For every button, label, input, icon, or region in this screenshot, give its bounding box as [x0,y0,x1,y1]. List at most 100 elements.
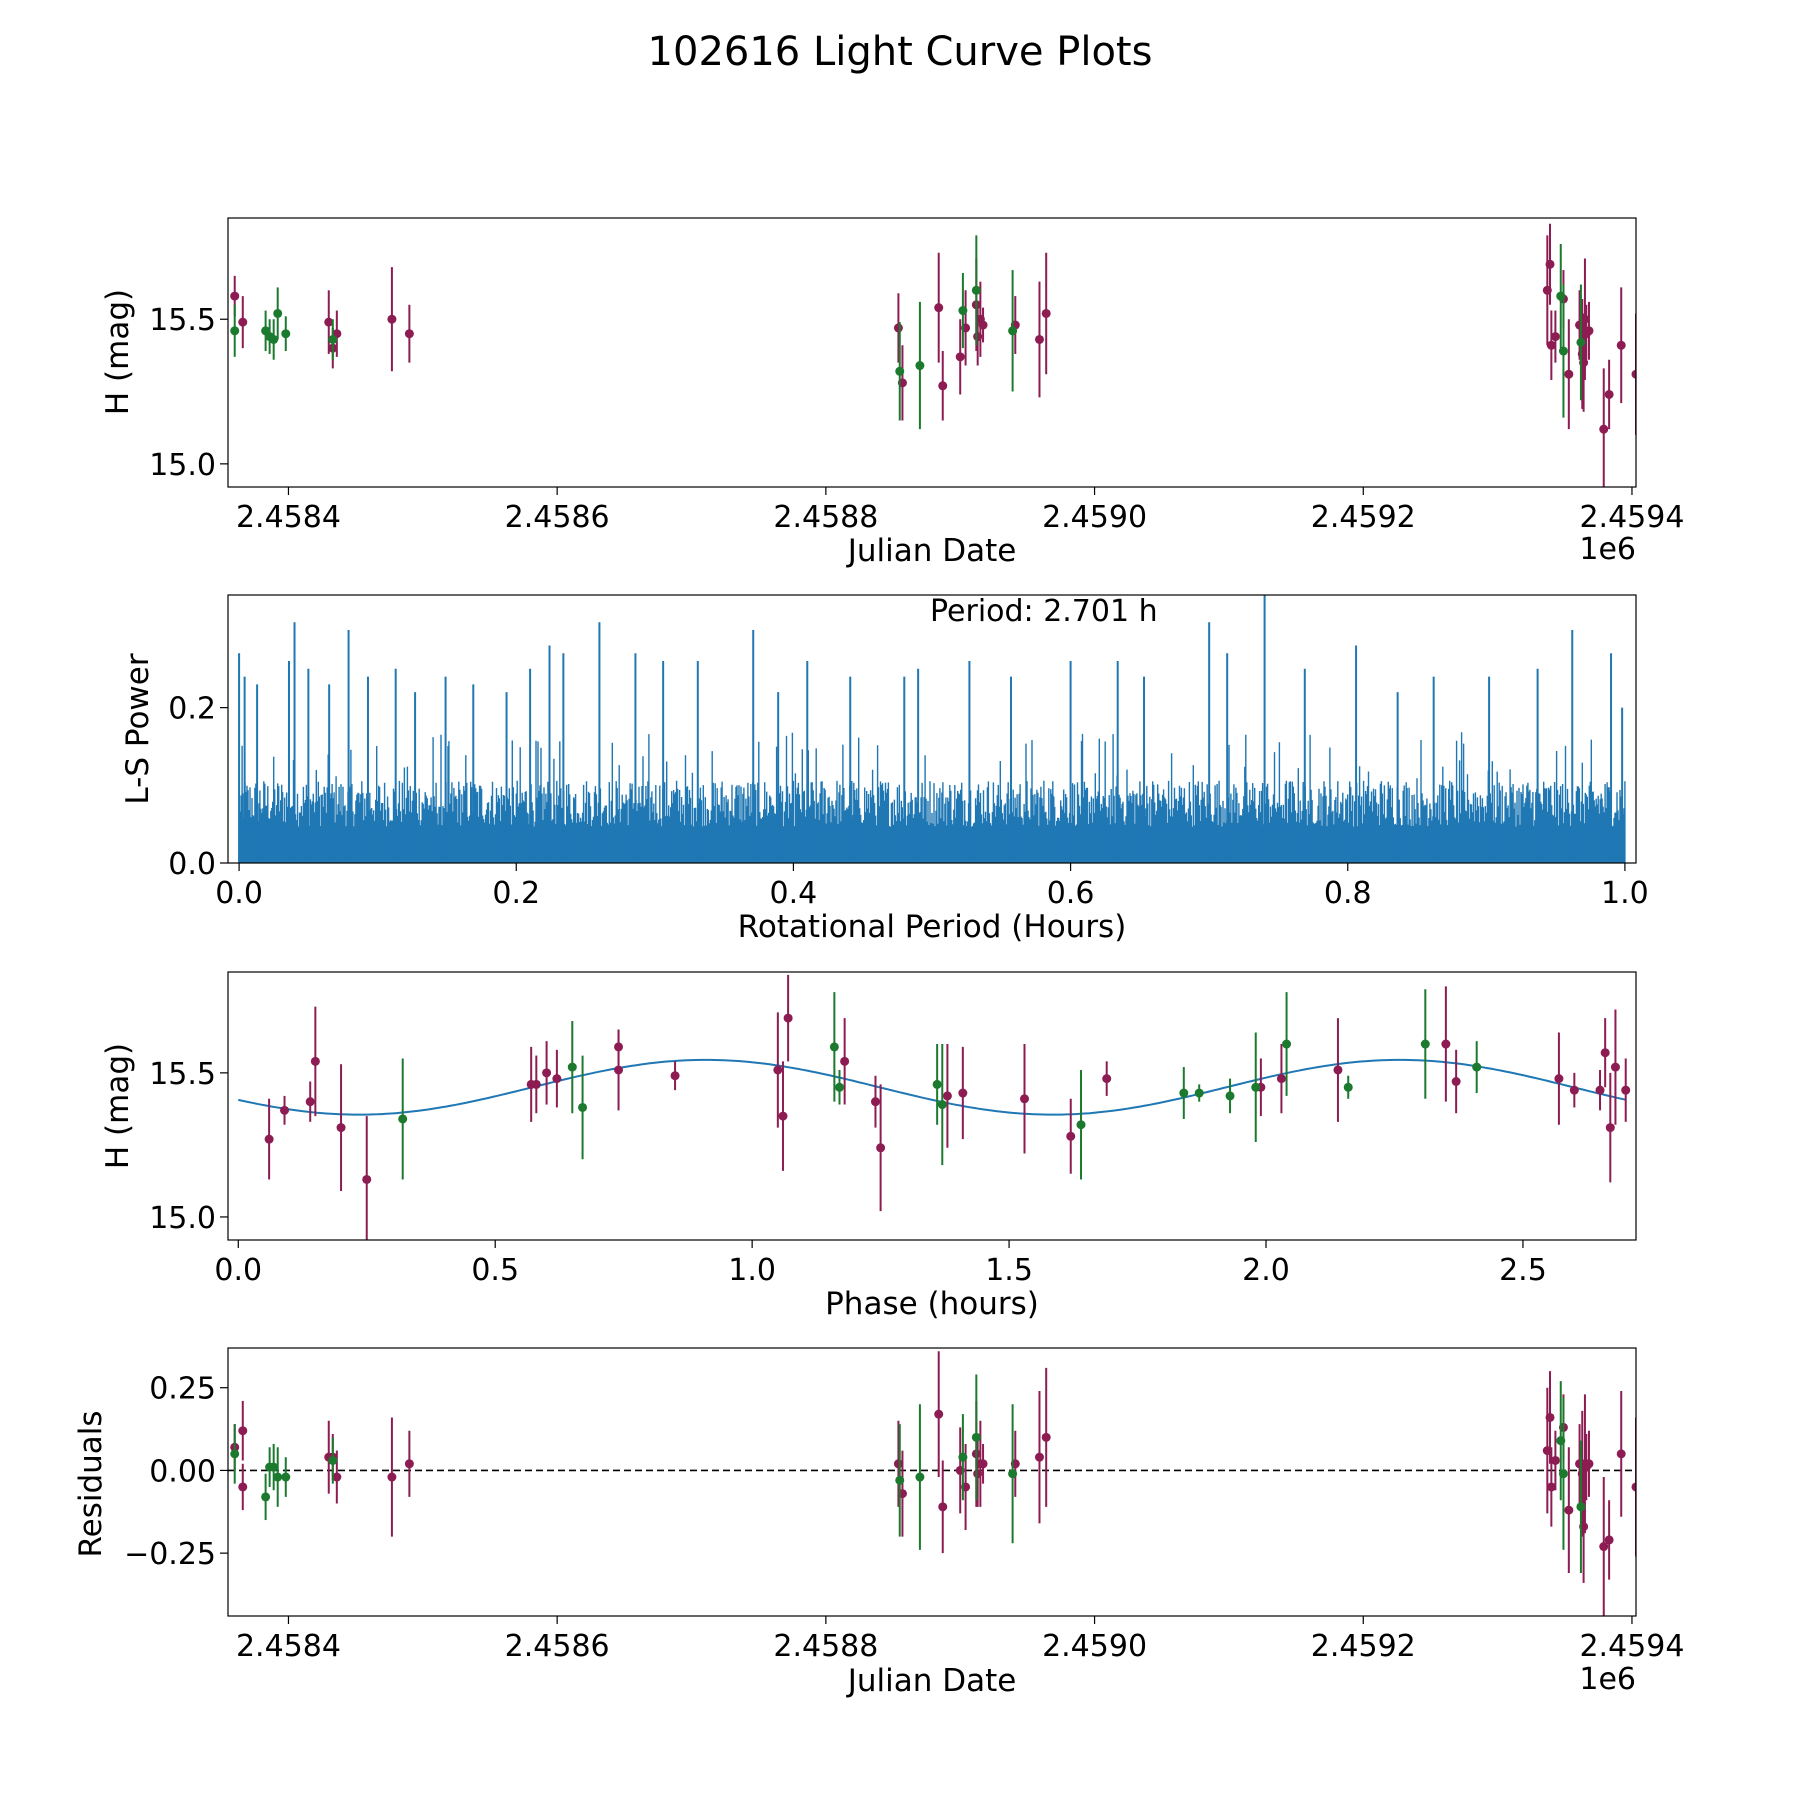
data-point [934,303,944,313]
residuals-plot-area [228,1351,1636,1616]
data-point [1558,346,1568,356]
data-point [1333,1065,1343,1075]
data-point [1194,1088,1204,1098]
data-point [1546,340,1556,350]
residuals-xtick-label: 2.4588 [773,1629,878,1664]
lightcurve-plot-area [230,223,1636,487]
lightcurve-xtick-label: 2.4594 [1579,500,1684,535]
periodogram-xtick-label: 0.4 [770,876,818,911]
data-point [1576,337,1586,347]
data-point [1554,1074,1564,1084]
data-point [230,326,240,336]
lightcurve-ytick-label: 15.0 [149,448,216,483]
data-point [1604,389,1614,399]
data-point [915,1472,925,1482]
data-point [1605,1123,1615,1133]
data-point [1604,1535,1614,1545]
data-point [1251,1082,1261,1092]
data-point [1343,1082,1353,1092]
data-point [1179,1088,1189,1098]
data-point [387,314,397,324]
data-point [1545,1412,1555,1422]
data-point [1066,1131,1076,1141]
data-point [1034,1452,1044,1462]
data-point [1564,1505,1574,1515]
data-point [230,1449,240,1459]
periodogram-xtick-label: 0.2 [492,876,540,911]
periodogram-annotation: Period: 2.701 h [930,594,1158,629]
phased-xtick-label: 2.5 [1499,1253,1547,1288]
lightcurve-xtick-label: 2.4592 [1311,500,1416,535]
data-point [404,329,414,339]
data-point [578,1102,588,1112]
periodogram-xlabel: Rotational Period (Hours) [738,909,1127,945]
data-point [1472,1062,1482,1072]
data-point [1076,1120,1086,1130]
data-point [1019,1094,1029,1104]
data-point [238,317,248,327]
data-point [1441,1039,1451,1049]
data-point [398,1114,408,1124]
data-point [942,1091,952,1101]
data-point [1564,369,1574,379]
data-point [978,1459,988,1469]
data-point [1225,1091,1235,1101]
residuals-xtick-label: 2.4586 [505,1629,610,1664]
residuals-xtick-label: 2.4584 [236,1629,341,1664]
data-point [958,1088,968,1098]
data-point [1621,1085,1631,1095]
residuals-marks [228,1351,1636,1616]
residuals-xtick-label: 2.4592 [1311,1629,1416,1664]
data-point [281,329,291,339]
lightcurve-marks [230,223,1636,487]
data-point [404,1459,414,1469]
residuals-ylabel: Residuals [73,1410,109,1557]
data-point [362,1174,372,1184]
residuals-xlabel: Julian Date [846,1663,1017,1699]
data-point [305,1097,315,1107]
phased-xtick-label: 1.0 [728,1253,776,1288]
lightcurve-x-offset: 1e6 [1579,532,1636,567]
periodogram-base [239,829,1625,863]
lightcurve-xtick-label: 2.4588 [773,500,878,535]
data-point [387,1472,397,1482]
data-point [1595,1085,1605,1095]
lightcurve-xlabel: Julian Date [846,533,1017,569]
data-point [829,1042,839,1052]
data-point [971,285,981,295]
periodogram-xtick-label: 0.8 [1324,876,1372,911]
phased-xtick-label: 2.0 [1242,1253,1290,1288]
data-point [1550,332,1560,342]
phased-xlabel: Phase (hours) [825,1286,1039,1322]
data-point [269,1462,279,1472]
residuals-x-offset: 1e6 [1579,1662,1636,1697]
data-point [1600,1048,1610,1058]
data-point [893,323,903,333]
panel-lightcurve: Julian Date H (mag) 1e6 2.4584 2.4586 2.45… [100,217,1684,569]
data-point [281,1472,291,1482]
phased-xtick-label: 0.0 [214,1253,262,1288]
residuals-ytick-label: −0.25 [124,1537,216,1572]
data-point [938,1502,948,1512]
lightcurve-xtick-label: 2.4584 [236,500,341,535]
lightcurve-ylabel: H (mag) [100,289,136,415]
residuals-xtick-label: 2.4590 [1042,1629,1147,1664]
data-point [932,1079,942,1089]
data-point [978,320,988,330]
fit-curve [238,1058,1627,1116]
data-point [1631,1482,1636,1492]
data-point [778,1111,788,1121]
data-point [336,1123,346,1133]
data-point [1576,1502,1586,1512]
data-point [552,1074,562,1084]
data-point [870,1097,880,1107]
data-point [1102,1074,1112,1084]
periodogram-xtick-label: 0.0 [215,876,263,911]
phased-xtick-label: 0.5 [471,1253,519,1288]
panel-periodogram: Period: 2.701 h Rotational Period (Hours… [120,594,1649,945]
periodogram-axes-frame [227,594,1637,864]
data-point [937,1100,947,1110]
data-point [531,1079,541,1089]
data-point [324,317,334,327]
data-point [783,1013,793,1023]
